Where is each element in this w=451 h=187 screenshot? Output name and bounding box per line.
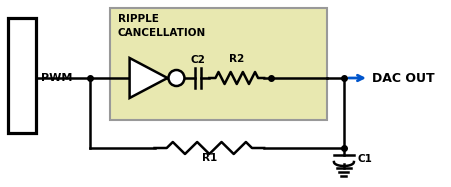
Text: RIPPLE: RIPPLE	[117, 14, 158, 24]
Text: R2: R2	[229, 54, 244, 64]
Bar	[8, 18, 36, 133]
Text: C2: C2	[190, 55, 205, 65]
Text: C1: C1	[357, 154, 372, 163]
Text: PWM: PWM	[41, 73, 72, 83]
Bar	[110, 8, 326, 120]
Text: CANCELLATION: CANCELLATION	[117, 28, 205, 38]
Text: DAC OUT: DAC OUT	[371, 71, 433, 85]
Polygon shape	[129, 58, 167, 98]
Circle shape	[168, 70, 184, 86]
Text: R1: R1	[201, 153, 216, 163]
